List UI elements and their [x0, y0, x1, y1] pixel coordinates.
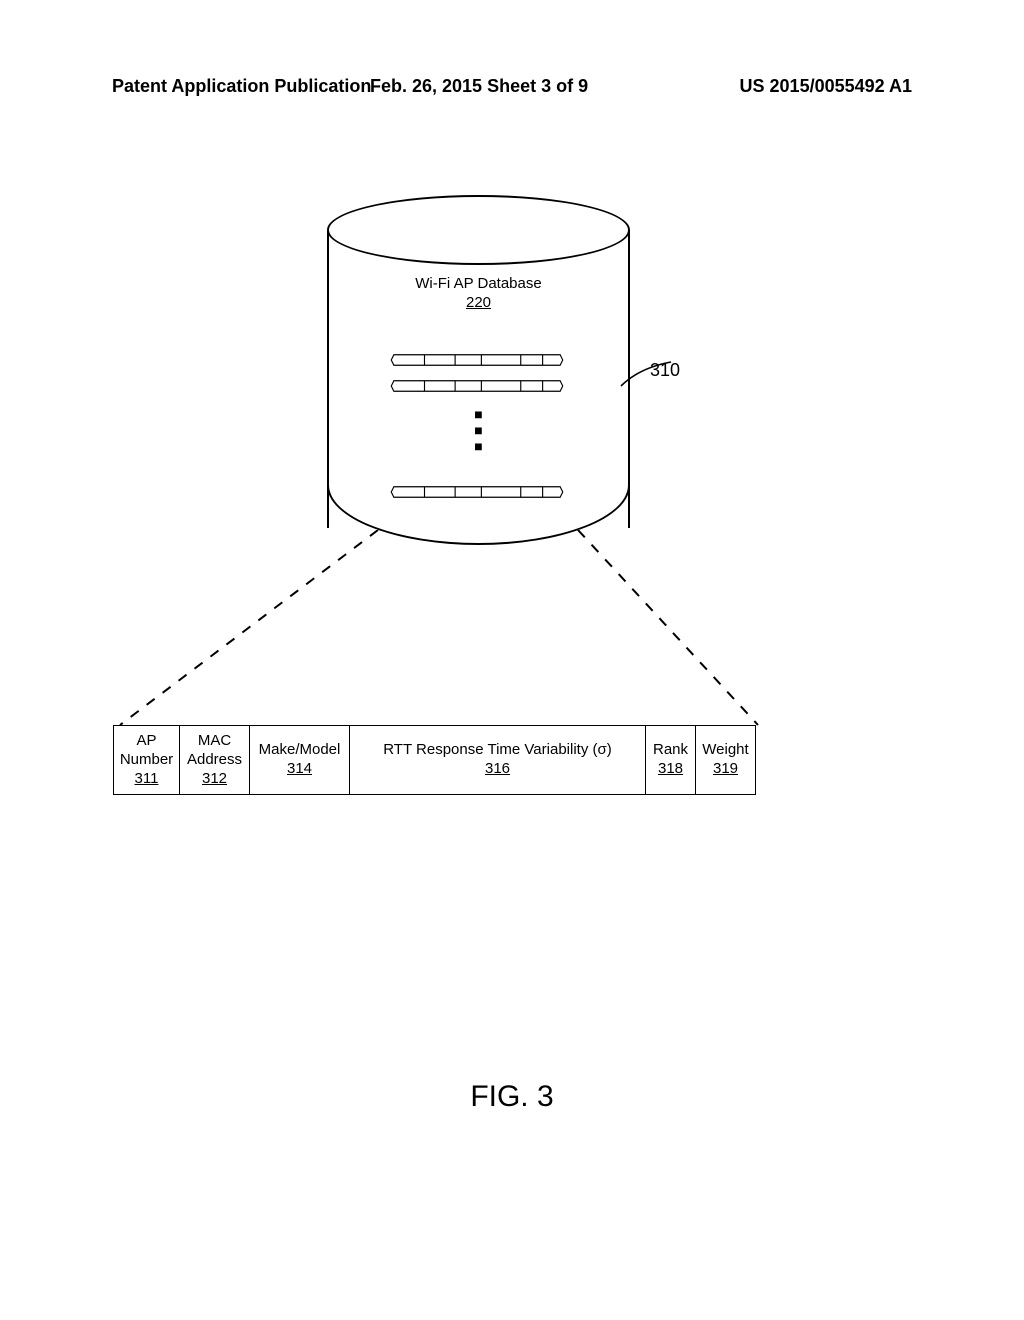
field-mac-address: MAC Address 312 [180, 726, 250, 795]
record-field-row: AP Number 311 MAC Address 312 Make/Model… [114, 726, 756, 795]
cylinder-title-ref: 220 [327, 294, 630, 311]
record-slot-n [377, 485, 577, 499]
cylinder-title-text: Wi-Fi AP Database [415, 275, 541, 292]
header-center: Feb. 26, 2015 Sheet 3 of 9 [370, 76, 588, 97]
record-slot-1 [377, 353, 577, 367]
header-left: Patent Application Publication [112, 76, 371, 97]
field-make-model: Make/Model 314 [250, 726, 350, 795]
figure-label: FIG. 3 [0, 1080, 1024, 1114]
cylinder-top [327, 195, 630, 265]
callout-ref-310: 310 [650, 360, 680, 381]
field-rtt-variability: RTT Response Time Variability (σ) 316 [350, 726, 646, 795]
header-right: US 2015/0055492 A1 [740, 76, 912, 97]
expansion-dashed-lines [110, 530, 910, 740]
field-ap-number: AP Number 311 [114, 726, 180, 795]
field-rank: Rank 318 [646, 726, 696, 795]
ellipsis-dots: ■■■ [327, 403, 630, 457]
record-slot-2 [377, 379, 577, 393]
record-field-table: AP Number 311 MAC Address 312 Make/Model… [113, 725, 756, 795]
cylinder-title: Wi-Fi AP Database 220 [327, 275, 630, 311]
field-weight: Weight 319 [696, 726, 756, 795]
database-cylinder: Wi-Fi AP Database 220 ■■■ [327, 195, 630, 545]
